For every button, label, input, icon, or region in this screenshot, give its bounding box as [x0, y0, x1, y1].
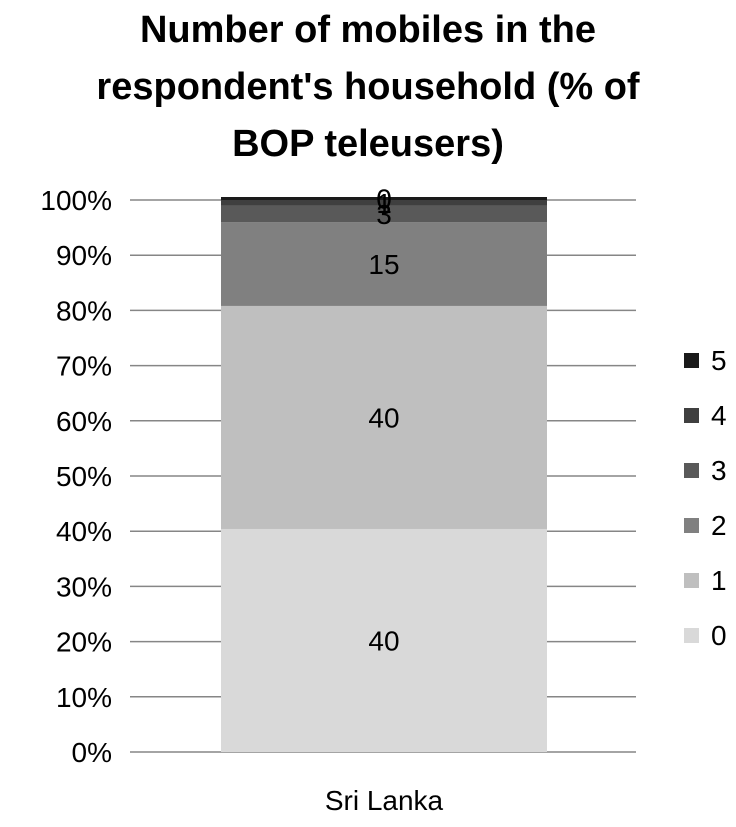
y-tick-label: 50% [56, 461, 112, 492]
data-label-5: 0 [376, 184, 392, 215]
chart-title-line-1: Number of mobiles in the [140, 9, 596, 51]
bar-segment-0 [221, 528, 547, 752]
bar-segment-5 [221, 197, 547, 200]
legend-label: 0 [711, 620, 727, 651]
y-tick-label: 70% [56, 351, 112, 382]
legend-item-5: 5 [684, 345, 727, 376]
legend-swatch [684, 408, 699, 423]
data-label-0: 40 [368, 625, 399, 656]
legend-item-3: 3 [684, 455, 727, 486]
data-labels: 40 40 15 310 [368, 184, 399, 657]
chart-title: Number of mobiles in the respondent's ho… [96, 9, 639, 165]
y-tick-label: 60% [56, 406, 112, 437]
y-tick-label: 100% [40, 185, 112, 216]
y-tick-label: 80% [56, 295, 112, 326]
legend: 5 4 3 2 1 0 [684, 345, 727, 651]
bar-segment-3 [221, 205, 547, 223]
y-tick-label: 90% [56, 240, 112, 271]
legend-label: 1 [711, 565, 727, 596]
data-label-3: 3 [376, 199, 392, 230]
legend-label: 2 [711, 510, 727, 541]
y-tick-label: 0% [72, 737, 112, 768]
bar-segment-2 [221, 222, 547, 306]
chart-title-line-3: BOP teleusers) [232, 123, 504, 165]
legend-item-0: 0 [684, 620, 727, 651]
y-tick-label: 10% [56, 682, 112, 713]
data-label-2: 15 [368, 249, 399, 280]
legend-item-2: 2 [684, 510, 727, 541]
legend-swatch [684, 463, 699, 478]
legend-swatch [684, 628, 699, 643]
y-axis-tick-labels: 0% 10% 20% 30% 40% 50% 60% 70% 80% 90% 100% [40, 185, 112, 768]
legend-item-4: 4 [684, 400, 727, 431]
legend-label: 5 [711, 345, 727, 376]
x-category-label: Sri Lanka [325, 785, 444, 816]
legend-item-1: 1 [684, 565, 727, 596]
legend-swatch [684, 573, 699, 588]
y-tick-label: 40% [56, 516, 112, 547]
y-tick-label: 20% [56, 627, 112, 658]
legend-label: 3 [711, 455, 727, 486]
data-label-1: 40 [368, 402, 399, 433]
y-tick-label: 30% [56, 571, 112, 602]
bar-segment-1 [221, 305, 547, 529]
x-axis-category-labels: Sri Lanka [325, 785, 444, 816]
data-label-4: 1 [376, 188, 392, 219]
bar-segment-4 [221, 200, 547, 206]
bars [221, 197, 547, 752]
chart-title-line-2: respondent's household (% of [96, 66, 639, 108]
legend-swatch [684, 353, 699, 368]
legend-label: 4 [711, 400, 727, 431]
legend-swatch [684, 518, 699, 533]
